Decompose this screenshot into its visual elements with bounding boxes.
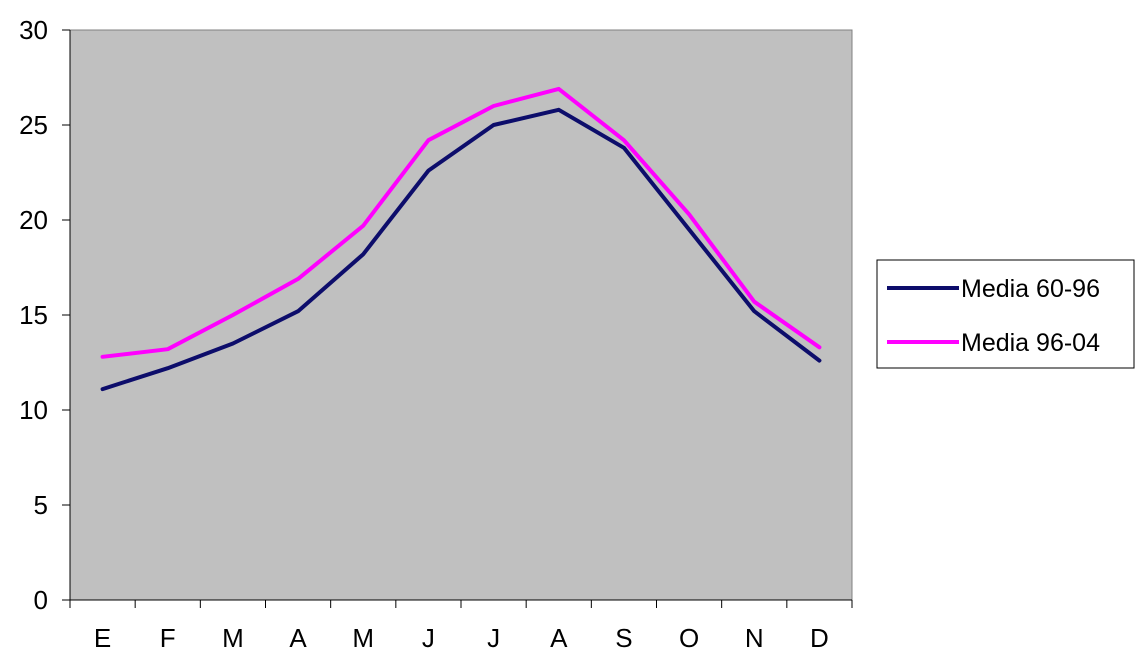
y-tick-label: 5: [34, 490, 48, 520]
x-tick-label: D: [810, 623, 829, 653]
y-tick-label: 0: [34, 585, 48, 615]
x-tick-label: O: [679, 623, 699, 653]
x-tick-label: E: [94, 623, 111, 653]
x-tick-label: N: [745, 623, 764, 653]
x-tick-label: M: [222, 623, 244, 653]
x-tick-label: A: [289, 623, 307, 653]
legend-box: [876, 259, 1135, 369]
x-tick-label: M: [352, 623, 374, 653]
legend-label-1: Media 60-96: [961, 275, 1100, 303]
y-tick-label: 20: [19, 205, 48, 235]
legend-label-2: Media 96-04: [961, 329, 1100, 357]
y-tick-label: 25: [19, 110, 48, 140]
y-tick-label: 30: [19, 15, 48, 45]
x-tick-label: S: [615, 623, 632, 653]
y-tick-label: 10: [19, 395, 48, 425]
x-tick-label: F: [160, 623, 176, 653]
series-line-1: [100, 107, 822, 392]
x-tick-label: J: [487, 623, 500, 653]
plot-area: [69, 29, 853, 601]
x-tick-label: A: [550, 623, 568, 653]
y-tick-label: 15: [19, 300, 48, 330]
series-line-2: [100, 86, 822, 359]
x-tick-label: J: [422, 623, 435, 653]
